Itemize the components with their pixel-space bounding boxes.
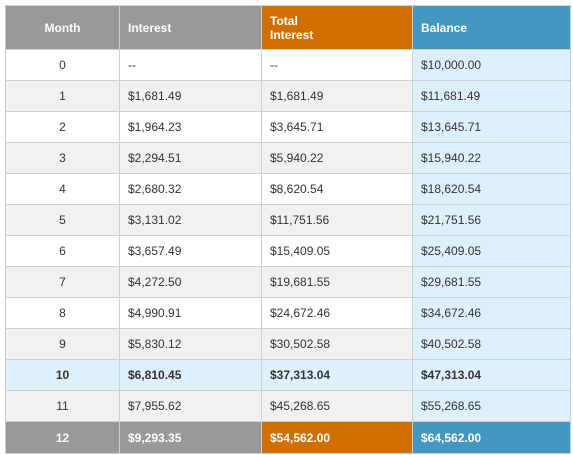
cell-total-interest: $37,313.04	[261, 359, 413, 391]
table-row: 7 $4,272.50 $19,681.55 $29,681.55	[5, 266, 571, 298]
cell-balance: $29,681.55	[412, 266, 571, 298]
cell-interest: $7,955.62	[119, 390, 262, 422]
table-row-highlighted: 10 $6,810.45 $37,313.04 $47,313.04	[5, 359, 571, 391]
cell-interest: $9,293.35	[119, 421, 262, 454]
header-total-interest-label: Total Interest	[270, 13, 314, 42]
table-row: 2 $1,964.23 $3,645.71 $13,645.71	[5, 111, 571, 143]
cell-interest: $3,657.49	[119, 235, 262, 267]
table-row: 8 $4,990.91 $24,672.46 $34,672.46	[5, 297, 571, 329]
cell-balance: $40,502.58	[412, 328, 571, 360]
compound-interest-table-container: Month Interest Total Interest Balance 0 …	[5, 5, 571, 454]
cell-month: 12	[5, 421, 120, 454]
cell-month: 1	[5, 80, 120, 112]
cell-interest: $2,680.32	[119, 173, 262, 205]
table-body: 0 -- -- $10,000.00 1 $1,681.49 $1,681.49…	[5, 49, 571, 454]
cell-balance: $34,672.46	[412, 297, 571, 329]
cell-total-interest: $15,409.05	[261, 235, 413, 267]
cell-total-interest: $5,940.22	[261, 142, 413, 174]
cell-balance: $47,313.04	[412, 359, 571, 391]
table-row: 11 $7,955.62 $45,268.65 $55,268.65	[5, 390, 571, 422]
table-row-final: 12 $9,293.35 $54,562.00 $64,562.00	[5, 421, 571, 454]
cell-interest: $6,810.45	[119, 359, 262, 391]
cell-balance: $18,620.54	[412, 173, 571, 205]
cell-month: 7	[5, 266, 120, 298]
cell-interest: $1,681.49	[119, 80, 262, 112]
cell-balance: $13,645.71	[412, 111, 571, 143]
cell-month: 5	[5, 204, 120, 236]
table-row: 4 $2,680.32 $8,620.54 $18,620.54	[5, 173, 571, 205]
cell-balance: $11,681.49	[412, 80, 571, 112]
cell-interest: $2,294.51	[119, 142, 262, 174]
cell-month: 2	[5, 111, 120, 143]
cell-interest: $3,131.02	[119, 204, 262, 236]
table-row: 3 $2,294.51 $5,940.22 $15,940.22	[5, 142, 571, 174]
cell-balance: $55,268.65	[412, 390, 571, 422]
cell-total-interest: $30,502.58	[261, 328, 413, 360]
table-header: Month Interest Total Interest Balance	[5, 5, 571, 50]
cell-balance: $21,751.56	[412, 204, 571, 236]
header-balance: Balance	[412, 5, 571, 50]
cell-interest: $4,272.50	[119, 266, 262, 298]
cell-balance: $10,000.00	[412, 49, 571, 81]
cell-total-interest: --	[261, 49, 413, 81]
table-row: 0 -- -- $10,000.00	[5, 49, 571, 81]
cell-total-interest: $24,672.46	[261, 297, 413, 329]
table-row: 1 $1,681.49 $1,681.49 $11,681.49	[5, 80, 571, 112]
cell-interest: $1,964.23	[119, 111, 262, 143]
cell-month: 4	[5, 173, 120, 205]
compound-interest-table: Month Interest Total Interest Balance 0 …	[5, 5, 571, 454]
header-interest: Interest	[119, 5, 262, 50]
header-row: Month Interest Total Interest Balance	[5, 5, 571, 50]
cell-month: 0	[5, 49, 120, 81]
cell-month: 10	[5, 359, 120, 391]
cell-interest: $5,830.12	[119, 328, 262, 360]
cell-balance: $64,562.00	[412, 421, 571, 454]
cell-total-interest: $1,681.49	[261, 80, 413, 112]
cell-month: 11	[5, 390, 120, 422]
cell-balance: $15,940.22	[412, 142, 571, 174]
cell-total-interest: $45,268.65	[261, 390, 413, 422]
cell-interest: $4,990.91	[119, 297, 262, 329]
cell-month: 6	[5, 235, 120, 267]
cell-balance: $25,409.05	[412, 235, 571, 267]
cell-total-interest: $54,562.00	[261, 421, 413, 454]
cell-total-interest: $8,620.54	[261, 173, 413, 205]
table-row: 9 $5,830.12 $30,502.58 $40,502.58	[5, 328, 571, 360]
cell-month: 8	[5, 297, 120, 329]
cell-total-interest: $11,751.56	[261, 204, 413, 236]
cell-interest: --	[119, 49, 262, 81]
cell-total-interest: $19,681.55	[261, 266, 413, 298]
cell-total-interest: $3,645.71	[261, 111, 413, 143]
header-month: Month	[5, 5, 120, 50]
table-row: 6 $3,657.49 $15,409.05 $25,409.05	[5, 235, 571, 267]
table-row: 5 $3,131.02 $11,751.56 $21,751.56	[5, 204, 571, 236]
cell-month: 9	[5, 328, 120, 360]
header-total-interest: Total Interest	[261, 5, 413, 50]
cell-month: 3	[5, 142, 120, 174]
